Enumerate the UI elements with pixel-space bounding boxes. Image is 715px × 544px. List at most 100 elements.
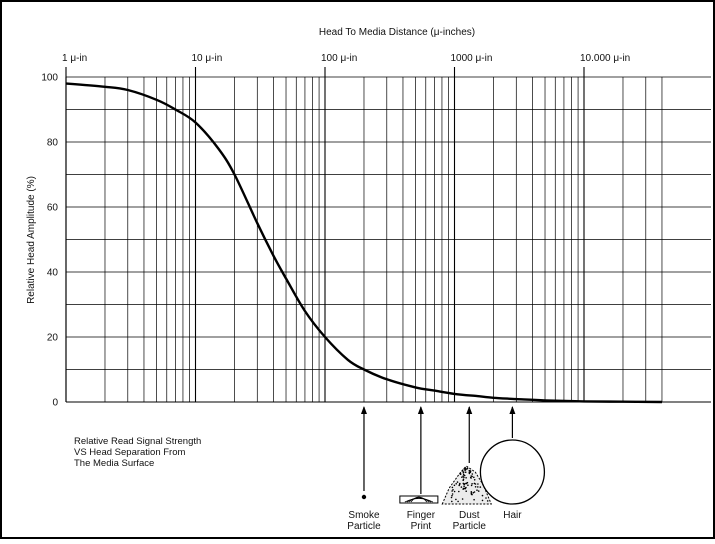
dust-speck	[465, 477, 467, 479]
dust-speck	[470, 492, 473, 494]
dust-speck	[486, 500, 489, 502]
dust-speck	[451, 494, 453, 497]
arrowhead-icon	[509, 406, 516, 414]
dust-speck	[458, 483, 461, 486]
dust-speck	[466, 481, 469, 484]
dust-speck	[463, 485, 465, 488]
annotation-label: Smoke	[348, 510, 380, 521]
dust-speck	[451, 493, 454, 495]
dust-speck	[455, 498, 457, 501]
dust-speck	[473, 476, 475, 479]
x-tick-label: 100 μ-in	[321, 53, 357, 64]
dust-speck	[477, 490, 480, 492]
dust-speck	[464, 469, 466, 472]
dust-speck	[476, 489, 478, 492]
dust-speck	[461, 498, 464, 500]
y-tick-label: 100	[41, 73, 58, 84]
dust-speck	[462, 488, 465, 490]
x-tick-label: 10 μ-in	[192, 53, 223, 64]
annotation-label: Dust	[459, 510, 480, 521]
fingerprint-icon	[399, 495, 439, 504]
dust-speck	[471, 483, 473, 485]
tick-labels: 1 μ-in 10 μ-in 100 μ-in 1000 μ-in 10.000 μ-i…	[41, 53, 630, 409]
dust-speck	[451, 486, 454, 489]
dust-speck	[464, 471, 467, 474]
dust-speck	[468, 469, 471, 472]
dust-speck	[479, 486, 482, 488]
dust-speck	[464, 487, 467, 490]
dust-speck	[477, 486, 479, 488]
chart-caption: Relative Read Signal Strength VS Head Se…	[74, 436, 201, 469]
dust-speck	[463, 468, 466, 470]
dust-speck	[459, 473, 462, 475]
y-tick-label: 80	[47, 138, 59, 149]
dust-speck	[462, 482, 465, 485]
annotation-label: Print	[411, 521, 432, 532]
dust-speck	[460, 486, 463, 488]
dust-speck	[474, 483, 477, 485]
dust-speck	[477, 483, 479, 485]
dust-speck	[464, 467, 467, 470]
x-tick-label: 10.000 μ-in	[580, 53, 630, 64]
dust-speck	[469, 471, 472, 474]
caption-line: The Media Surface	[74, 458, 155, 469]
annotation-label: Hair	[503, 510, 522, 521]
x-tick-label: 1000 μ-in	[451, 53, 493, 64]
dust-speck	[456, 481, 459, 483]
hair-cross-section-icon	[479, 439, 546, 505]
caption-line: VS Head Separation From	[74, 447, 186, 458]
dust-speck	[470, 475, 473, 477]
dust-speck	[473, 498, 475, 501]
dust-speck	[463, 483, 465, 486]
dust-speck	[474, 486, 477, 488]
fingerprint-outline	[399, 495, 439, 504]
dust-speck	[453, 490, 456, 493]
x-axis-title: Head To Media Distance (μ-inches)	[319, 27, 475, 38]
y-tick-label: 0	[52, 398, 58, 409]
dust-speck	[465, 490, 468, 493]
dust-speck	[465, 482, 468, 485]
dust-speck	[462, 475, 465, 477]
grid	[65, 67, 711, 403]
dust-speck	[451, 500, 453, 503]
dust-speck	[471, 473, 474, 475]
y-axis-title: Relative Head Amplitude (%)	[26, 176, 37, 304]
arrowhead-icon	[417, 406, 424, 414]
dust-speck	[453, 484, 456, 487]
amplitude-curve	[65, 82, 663, 404]
dust-speck	[470, 484, 473, 487]
dust-speck	[461, 470, 464, 472]
dust-speck	[462, 472, 465, 474]
fingerprint-ridge	[404, 498, 434, 503]
dust-speck	[481, 494, 484, 497]
dust-speck	[485, 497, 487, 499]
dust-speck	[467, 484, 469, 487]
dust-speck	[451, 490, 453, 492]
dust-speck	[469, 476, 472, 479]
fingerprint-ridge	[408, 497, 430, 503]
annotation-label: Particle	[453, 521, 487, 532]
series-group	[65, 82, 663, 404]
dust-speck	[462, 473, 465, 476]
fingerprint-ridge	[406, 497, 432, 503]
caption-line: Relative Read Signal Strength	[74, 436, 202, 447]
dust-speck	[470, 491, 473, 493]
dot-icon	[361, 494, 367, 500]
dust-speck	[473, 479, 476, 481]
dust-speck	[457, 500, 459, 503]
fingerprint-ridge	[410, 496, 428, 503]
dust-speck	[466, 468, 468, 470]
annotation-label: Finger	[407, 510, 436, 521]
particle-annotation: Hair	[479, 406, 546, 521]
dust-speck	[481, 499, 484, 502]
dust-speck	[452, 489, 454, 491]
arrowhead-icon	[466, 406, 473, 414]
dust-speck	[458, 490, 460, 493]
x-tick-label: 1 μ-in	[62, 53, 87, 64]
